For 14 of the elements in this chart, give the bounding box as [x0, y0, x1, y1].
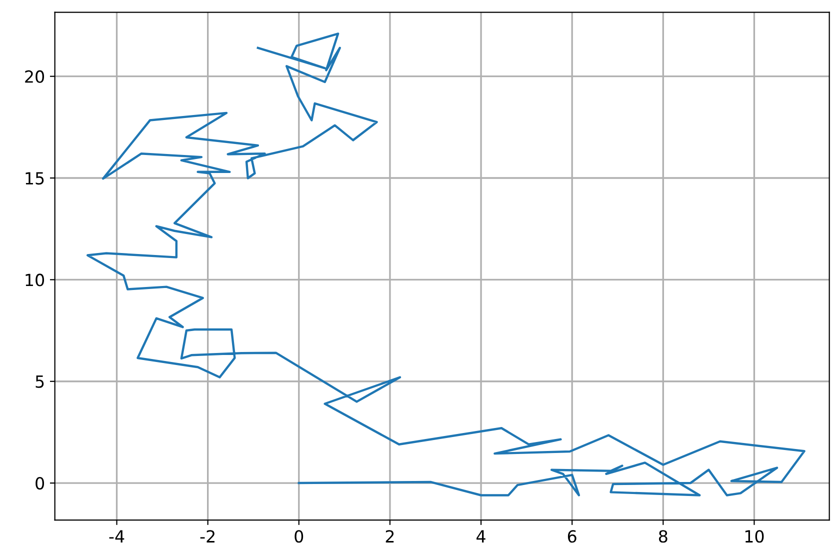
y-tick-label: 20 — [25, 70, 44, 83]
x-tick-label: 4 — [476, 530, 486, 542]
y-tick-label: 15 — [26, 172, 44, 185]
y-tick-label: 0 — [36, 477, 44, 490]
line-series — [86, 32, 806, 496]
y-tick-label: 5 — [36, 376, 44, 388]
x-tick-label: 10 — [745, 530, 764, 543]
y-tick-label: 10 — [26, 274, 44, 286]
x-tick-label: -4 — [109, 530, 124, 542]
x-tick-label: 8 — [658, 530, 668, 543]
x-tick-label: 0 — [294, 530, 304, 543]
x-tick-label: -2 — [200, 530, 214, 542]
x-tick-label: 6 — [568, 530, 576, 543]
x-tick-label: 2 — [386, 530, 394, 542]
